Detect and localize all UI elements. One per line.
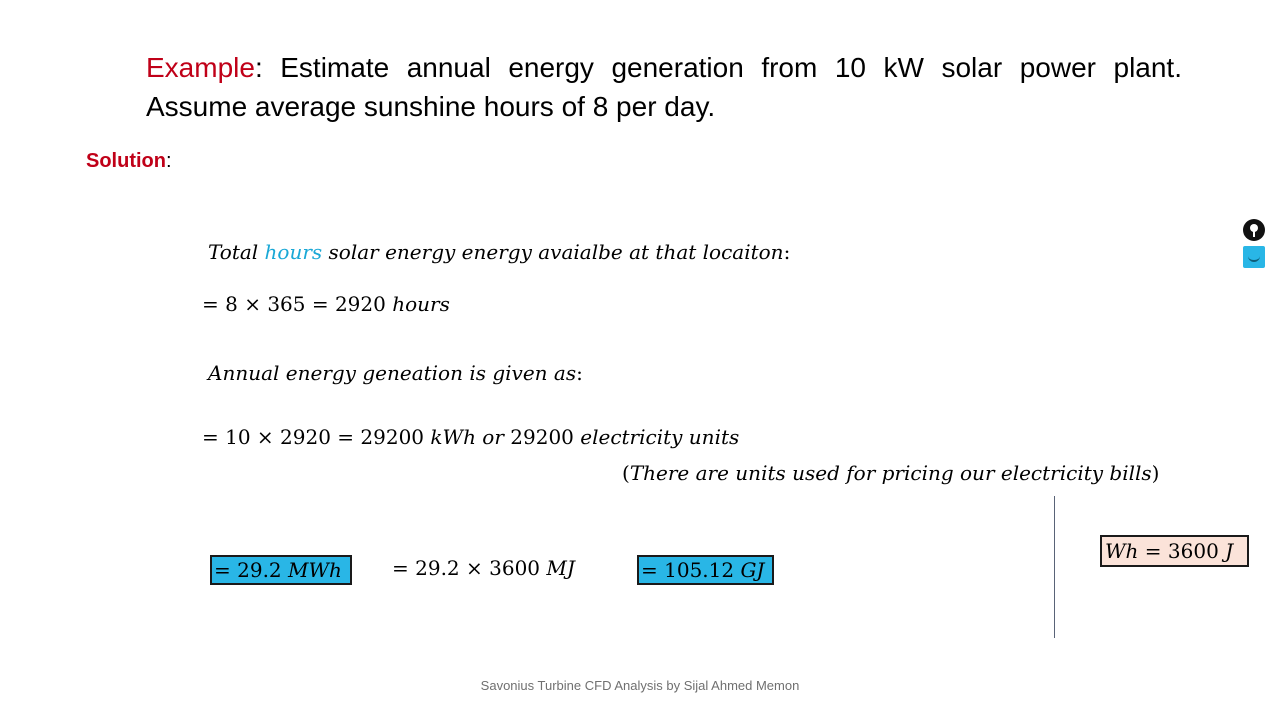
mwh-unit: MWh: [288, 558, 342, 582]
line1-part-b: solar energy energy avaialbe at that loc…: [322, 240, 784, 264]
example-label: Example: [146, 52, 255, 83]
note-close-paren: ): [1151, 461, 1160, 485]
joule-symbol: J: [1225, 539, 1234, 563]
wh-conversion-box: Wh = 3600 J: [1100, 535, 1249, 567]
line1-part-a: Total: [208, 240, 265, 264]
units-note: (There are units used for pricing our el…: [622, 461, 1159, 485]
gj-value: = 105.12: [641, 558, 741, 582]
annual-energy-heading: Annual energy geneation is given as:: [208, 361, 583, 385]
total-hours-heading: Total hours solar energy energy avaialbe…: [208, 240, 790, 264]
note-text: There are units used for pricing our ele…: [629, 461, 1152, 485]
hours-equation-numbers: = 8 × 365 = 2920: [202, 292, 393, 316]
solution-heading: Solution:: [86, 150, 172, 173]
mwh-result-box: = 29.2 MWh: [210, 555, 352, 585]
wh-symbol: Wh: [1105, 539, 1139, 563]
wh-equals-value: = 3600: [1138, 539, 1226, 563]
screen-smile-icon[interactable]: [1243, 246, 1265, 268]
note-open-paren: (: [622, 461, 630, 485]
line1-hours: hours: [264, 240, 323, 264]
gj-result-box: = 105.12 GJ: [637, 555, 774, 585]
mj-conversion: = 29.2 × 3600 MJ: [392, 556, 575, 580]
energy-equation-units-text: electricity units: [580, 425, 740, 449]
vertical-divider: [1054, 496, 1055, 638]
line1-colon: :: [783, 240, 791, 264]
mwh-value: = 29.2: [214, 558, 289, 582]
line3-colon: :: [576, 361, 583, 385]
hours-equation: = 8 × 365 = 2920 hours: [202, 292, 450, 316]
solution-colon: :: [165, 150, 172, 172]
mj-value: = 29.2 × 3600: [392, 556, 547, 580]
example-statement: Example: Estimate annual energy generati…: [146, 48, 1182, 126]
hours-equation-unit: hours: [392, 292, 450, 316]
energy-equation: = 10 × 2920 = 29200 kWh or 29200 electri…: [202, 425, 739, 449]
mj-unit: MJ: [546, 556, 575, 580]
lightbulb-icon[interactable]: [1243, 219, 1265, 241]
energy-equation-numbers: = 10 × 2920 = 29200: [202, 425, 431, 449]
energy-equation-units-number: 29200: [510, 425, 581, 449]
line3-text: Annual energy geneation is given as: [208, 361, 577, 385]
gj-unit: GJ: [740, 558, 765, 582]
solution-label: Solution: [86, 150, 166, 172]
energy-equation-unit: kWh or: [430, 425, 511, 449]
example-text: : Estimate annual energy generation from…: [146, 52, 1182, 122]
slide-footer: Savonius Turbine CFD Analysis by Sijal A…: [480, 678, 800, 693]
